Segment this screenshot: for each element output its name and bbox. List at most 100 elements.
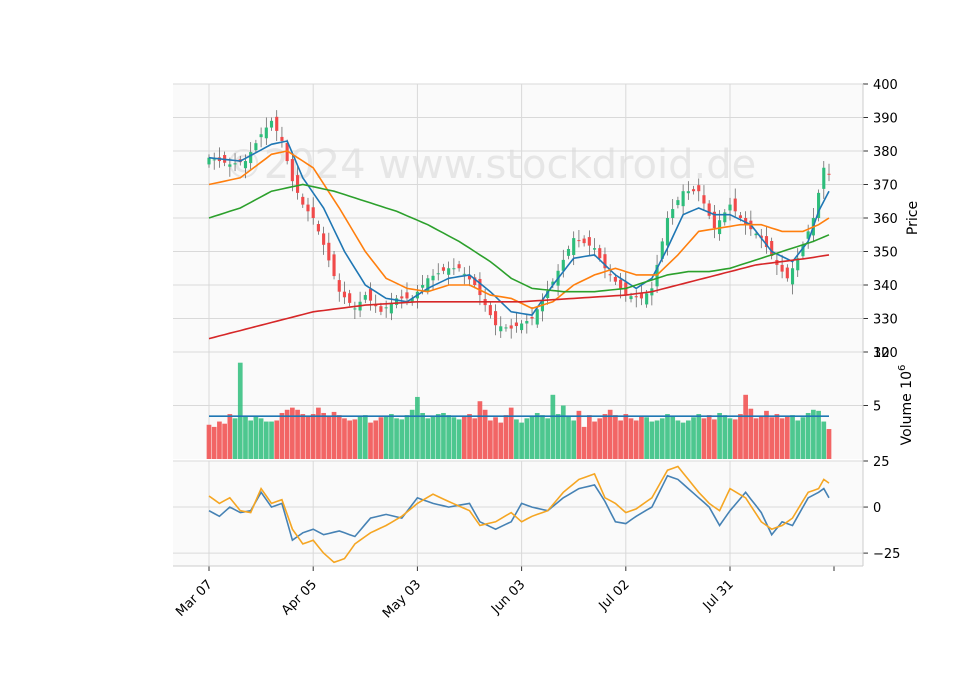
volume-bar xyxy=(540,415,545,459)
volume-bar xyxy=(665,414,670,459)
candle-body xyxy=(353,308,357,310)
candle-body xyxy=(676,200,680,206)
volume-bar xyxy=(685,420,691,459)
volume-bar xyxy=(592,421,597,459)
volume-bar xyxy=(389,414,394,459)
volume-bar xyxy=(581,426,587,459)
volume-bar xyxy=(342,418,347,459)
candle-body xyxy=(311,207,315,218)
volume-bar xyxy=(816,410,821,459)
volume-bar xyxy=(654,420,660,459)
candle-body xyxy=(457,264,461,269)
volume-bar xyxy=(467,414,472,459)
candle-body xyxy=(707,203,711,216)
volume-bar xyxy=(529,416,535,459)
volume-bar xyxy=(295,409,300,459)
candle-body xyxy=(509,325,513,329)
volume-bar xyxy=(279,412,285,459)
volume-bar xyxy=(555,414,561,459)
oscillator-tick-label: −25 xyxy=(873,547,900,562)
volume-bar xyxy=(404,415,410,459)
candle-body xyxy=(249,152,253,164)
volume-bar xyxy=(409,409,415,459)
volume-bar xyxy=(284,409,290,459)
candle-body xyxy=(400,296,404,299)
oscillator-line xyxy=(208,474,830,542)
candle-body xyxy=(546,290,550,299)
volume-tick-label: 5 xyxy=(873,400,881,415)
candle-body xyxy=(254,143,258,151)
candle-body xyxy=(306,204,310,212)
volume-axis-label: Volume 106 xyxy=(897,365,915,446)
candle-body xyxy=(207,157,211,165)
volume-bar xyxy=(748,408,754,459)
volume-bar xyxy=(227,414,233,459)
volume-bar xyxy=(758,416,764,459)
candle-body xyxy=(796,258,800,271)
volume-bar xyxy=(269,421,274,459)
volume-bar xyxy=(519,422,524,459)
candle-body xyxy=(681,191,685,207)
candle-body xyxy=(785,267,789,279)
candle-body xyxy=(280,136,284,141)
candle-body xyxy=(592,248,597,250)
candle-body xyxy=(327,242,331,261)
candle-body xyxy=(665,218,670,246)
volume-bar xyxy=(644,417,649,459)
volume-bar xyxy=(456,419,462,459)
volume-bar xyxy=(232,418,238,459)
volume-bar xyxy=(336,415,342,459)
volume-bar xyxy=(571,420,577,459)
volume-bar xyxy=(821,421,827,459)
price-tick-label: 340 xyxy=(873,279,898,294)
volume-bar xyxy=(717,412,722,459)
candle-body xyxy=(582,238,586,244)
candle-body xyxy=(619,279,623,289)
volume-bar xyxy=(243,416,248,459)
volume-bar xyxy=(738,414,743,459)
price-tick-label: 320 xyxy=(873,346,898,361)
candle-body xyxy=(493,311,498,326)
candle-body xyxy=(530,316,534,319)
volume-bar xyxy=(826,429,832,459)
volume-bar xyxy=(514,419,519,459)
volume-bars xyxy=(206,362,832,459)
oscillator-panel xyxy=(173,461,863,566)
volume-bar xyxy=(769,417,775,459)
volume-bar xyxy=(248,420,254,459)
volume-bar xyxy=(795,420,801,459)
volume-bar xyxy=(602,414,608,459)
volume-bar xyxy=(550,394,556,459)
volume-bar xyxy=(623,414,629,459)
candle-body xyxy=(566,248,571,256)
volume-bar xyxy=(670,416,676,459)
volume-bar xyxy=(566,416,571,459)
volume-bar xyxy=(430,416,436,459)
candle-body xyxy=(426,278,430,292)
volume-bar xyxy=(258,418,264,459)
price-tick-label: 350 xyxy=(873,246,898,261)
candle-body xyxy=(395,298,399,305)
candle-body xyxy=(368,289,373,301)
volume-bar xyxy=(274,420,280,459)
candle-body xyxy=(462,273,466,275)
candle-body xyxy=(712,211,716,229)
candle-body xyxy=(780,264,784,272)
volume-bar xyxy=(477,401,483,459)
moving-average-line xyxy=(208,254,830,340)
candle-body xyxy=(316,224,320,232)
volume-bar xyxy=(597,418,603,459)
volume-bar xyxy=(451,417,457,459)
volume-bar xyxy=(352,419,358,459)
volume-bar xyxy=(321,412,326,459)
candle-body xyxy=(525,321,529,324)
candle-body xyxy=(738,215,742,218)
candle-body xyxy=(608,274,612,276)
candle-body xyxy=(332,254,336,277)
volume-bar xyxy=(613,415,618,459)
candle-body xyxy=(452,268,456,270)
candle-body xyxy=(441,267,446,271)
price-tick-label: 360 xyxy=(873,212,898,227)
volume-bar xyxy=(545,418,550,459)
